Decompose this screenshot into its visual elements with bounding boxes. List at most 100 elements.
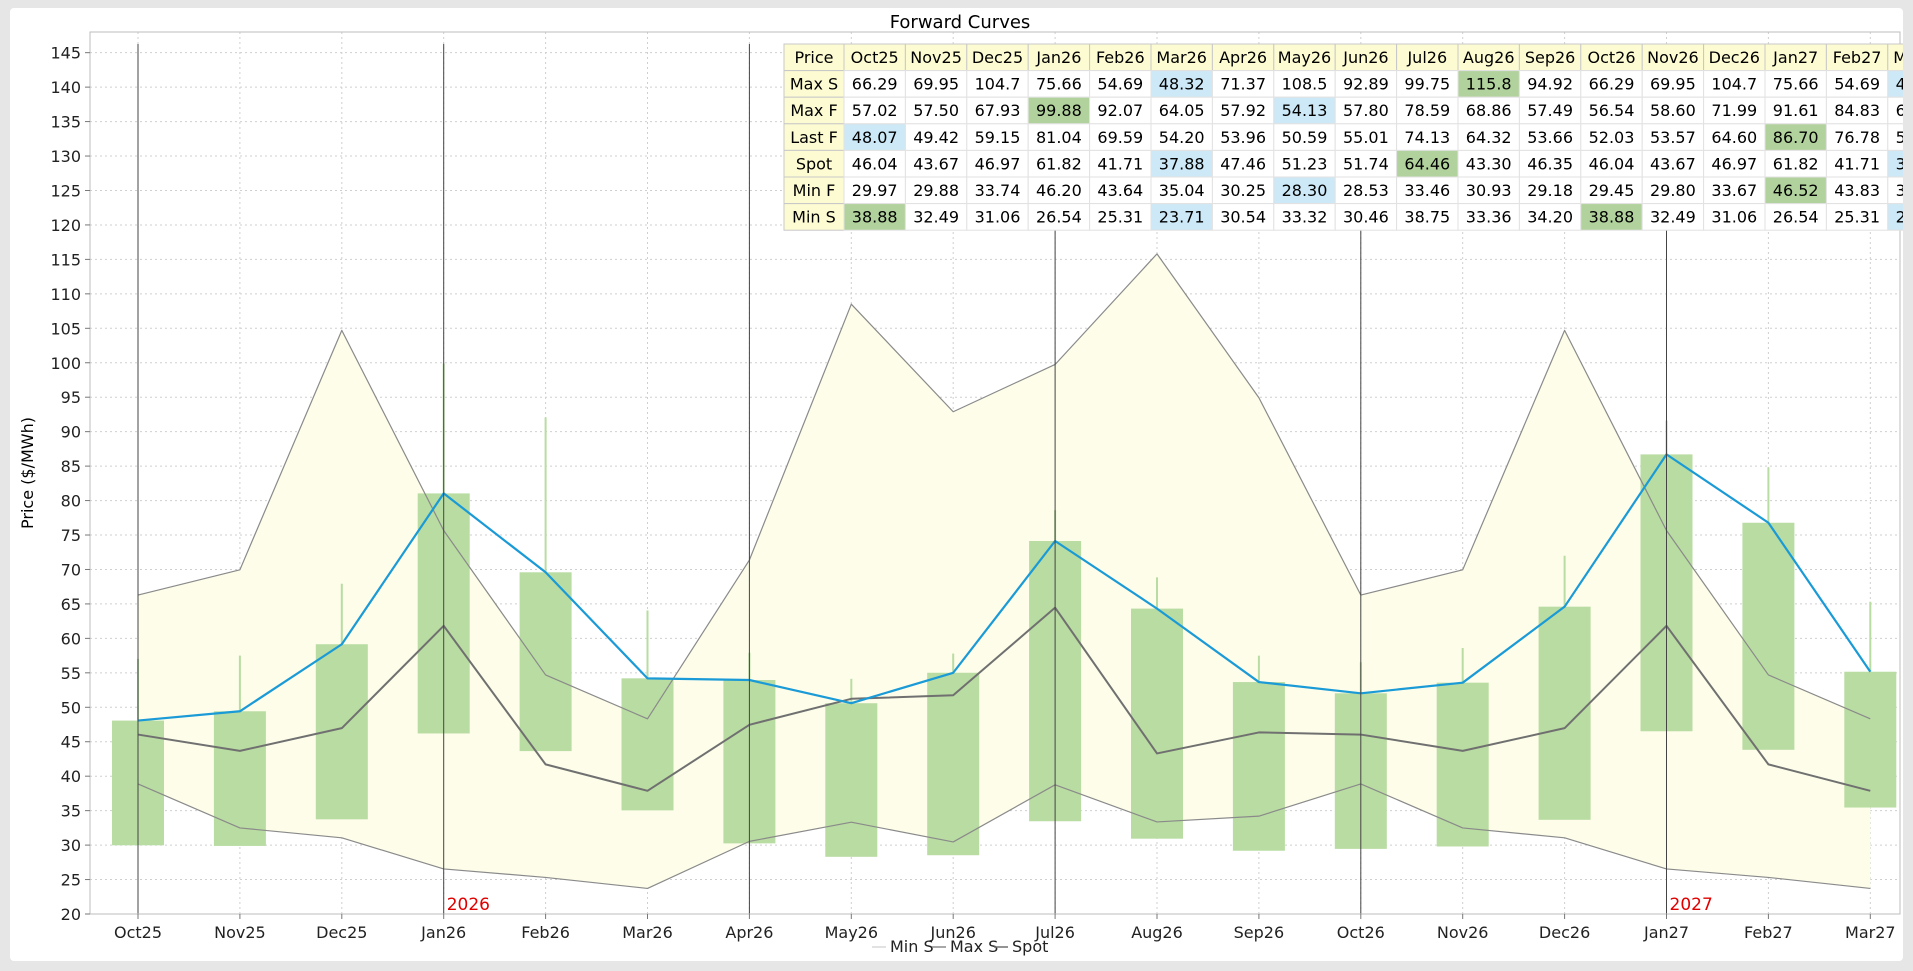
y-tick-label: 105 [50,319,81,338]
table-row-label-cell [783,203,845,231]
table-cell [1764,203,1827,231]
table-cell [1887,176,1903,205]
forward-curves-chart: Forward Curves Price ($/MWh) 2026 2027 20… [18,12,1903,956]
table-cell-value: 66.29 [1589,75,1635,94]
table-cell [1211,70,1275,98]
table-cell [1089,203,1152,231]
table-cell [1457,203,1520,231]
table-cell [1825,203,1889,231]
table-cell [1457,70,1520,98]
x-tick-label: Aug26 [1131,923,1183,942]
table-cell [1825,176,1889,205]
table-cell-value: 43.67 [913,154,959,173]
x-tick-label: Dec25 [316,923,367,942]
y-tick-label: 20 [61,905,81,924]
chart-title: Forward Curves [890,12,1031,33]
table-cell-value: 104.7 [975,75,1021,94]
table-cell-value: 59.15 [975,128,1021,147]
y-tick-label: 95 [61,388,81,407]
table-cell [1457,96,1520,125]
table-cell-value: 29.45 [1589,181,1635,200]
table-cell-value: 57.50 [913,101,959,120]
table-cell-value: 57.92 [1220,101,1266,120]
table-cell-value: 43.64 [1097,181,1143,200]
table-cell-value: 92.89 [1343,75,1389,94]
table-cell-value: 69.95 [913,75,959,94]
x-tick-label: Nov25 [214,923,266,942]
table-cell-value: 54.69 [1834,75,1880,94]
y-tick-label: 55 [61,664,81,683]
y-tick-label: 110 [50,285,81,304]
table-cell-value: 71.37 [1220,75,1266,94]
table-cell-value: 26.54 [1773,208,1819,227]
table-cell-value: 74.13 [1404,128,1450,147]
table-cell-value: 34.20 [1527,208,1573,227]
table-cell-value: 26.54 [1036,208,1082,227]
table-cell-value: 64.46 [1404,154,1450,173]
table-header-cell [1641,43,1705,72]
forward-range-box [927,672,980,856]
table-cell [1764,123,1827,151]
table-header-month: Sep26 [1525,48,1576,67]
table-row-label-cell [783,96,845,125]
legend-item: Min S [890,937,934,956]
y-tick-label: 75 [61,526,81,545]
y-tick-label: 125 [50,181,81,200]
table-cell [1518,123,1582,151]
forward-range-box [519,572,572,752]
table-cell-value: 64.32 [1466,128,1512,147]
table-cell [1027,70,1091,98]
table-cell-value: 66.29 [852,75,898,94]
x-tick-label: Oct25 [114,923,162,942]
table-cell-value: 64.05 [1159,101,1205,120]
y-tick-label: 85 [61,457,81,476]
table-cell-value: 48.32 [1896,75,1903,94]
table-row-label: Max F [790,101,837,120]
table-cell-value: 46.04 [1589,154,1635,173]
table-header-label: Price [794,48,833,67]
table-cell-value: 104.7 [1711,75,1757,94]
y-tick-label: 30 [61,836,81,855]
table-cell [1887,96,1903,125]
table-cell [966,123,1029,151]
table-cell-value: 29.97 [852,181,898,200]
x-tick-label: Jan26 [420,923,466,942]
y-tick-label: 80 [61,492,81,511]
table-cell-value: 61.82 [1773,154,1819,173]
table-cell-value: 99.75 [1404,75,1450,94]
table-cell-value: 46.97 [1711,154,1757,173]
table-cell-value: 43.83 [1834,181,1880,200]
table-cell-value: 35.45 [1896,181,1903,200]
table-cell-value: 38.75 [1404,208,1450,227]
table-cell [1334,70,1398,98]
y-tick-label: 50 [61,698,81,717]
legend-item: Spot [1012,937,1048,956]
table-cell-value: 31.06 [1711,208,1757,227]
x-tick-label: Apr26 [725,923,773,942]
table-header-month: Jan26 [1035,48,1081,67]
x-tick-label: Jul26 [1034,923,1075,942]
table-cell [1334,176,1398,205]
table-cell-value: 33.74 [975,181,1021,200]
table-cell-value: 57.49 [1527,101,1573,120]
table-cell-value: 29.18 [1527,181,1573,200]
min-max-spot-band [138,253,1871,889]
table-cell-value: 54.69 [1097,75,1143,94]
table-cell-value: 33.32 [1282,208,1328,227]
year-marker-2026: 2026 [447,895,490,915]
table-cell-value: 32.49 [913,208,959,227]
table-cell [1518,176,1582,205]
table-cell-value: 38.88 [1589,208,1635,227]
table-cell [1580,70,1643,98]
table-cell-value: 108.5 [1282,75,1328,94]
table-cell-value: 67.93 [975,101,1021,120]
table-cell [1518,149,1582,178]
y-tick-label: 70 [61,560,81,579]
table-cell-value: 76.78 [1834,128,1880,147]
table-cell [843,203,906,231]
table-cell [1641,96,1705,125]
table-cell [1089,149,1152,178]
table-cell [1396,70,1459,98]
table-cell [1396,176,1459,205]
table-cell-value: 54.20 [1159,128,1205,147]
